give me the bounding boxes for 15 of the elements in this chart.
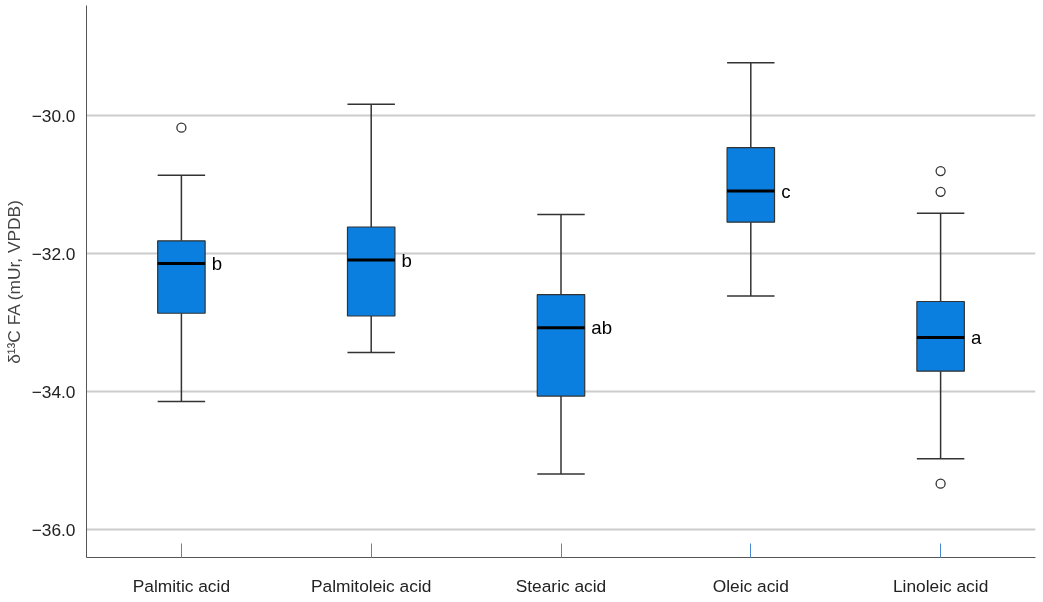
x-tick-label: Palmitic acid	[132, 575, 231, 596]
y-tick-label: −36.0	[31, 519, 76, 540]
y-tick-label: −30.0	[31, 105, 76, 126]
annotation: c	[781, 180, 791, 202]
annotation: ab	[591, 317, 613, 339]
y-tick-label: −34.0	[31, 381, 76, 402]
x-tick-label: Stearic acid	[515, 575, 607, 596]
x-tick-label: Oleic acid	[712, 575, 789, 596]
annotation: b	[401, 249, 412, 271]
annotation: a	[970, 326, 982, 348]
annotation: b	[211, 253, 223, 275]
x-tick-label: Palmitoleic acid	[311, 575, 432, 596]
x-tick-label: Linoleic acid	[892, 575, 989, 596]
y-axis-title: δ¹³C FA (mUr, VPDB)	[3, 200, 24, 364]
y-tick-label: −32.0	[31, 243, 76, 264]
